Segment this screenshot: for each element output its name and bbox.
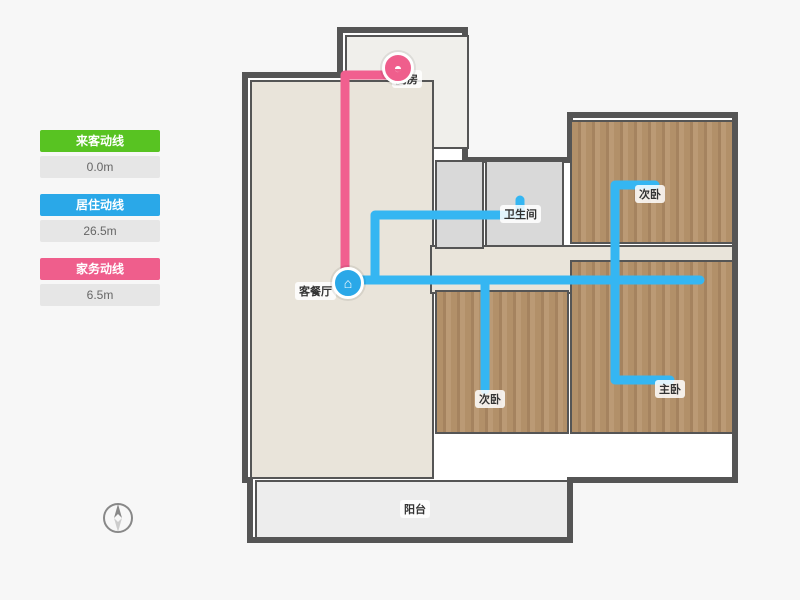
floorplan-stage: 来客动线 0.0m 居住动线 26.5m 家务动线 6.5m xyxy=(0,0,800,600)
room-label: 卫生间 xyxy=(500,205,541,223)
start-node-icon: ⌂ xyxy=(332,267,364,299)
legend-chore: 家务动线 6.5m xyxy=(40,258,160,306)
room-label: 客餐厅 xyxy=(295,282,336,300)
kitchen-node-icon: ◓ xyxy=(382,52,414,84)
legend-living-title: 居住动线 xyxy=(40,194,160,216)
floorplan: 厨房卫生间客餐厅次卧次卧主卧阳台 ⌂ ◓ xyxy=(200,10,760,570)
room-bed_se xyxy=(570,260,734,434)
legend: 来客动线 0.0m 居住动线 26.5m 家务动线 6.5m xyxy=(40,130,160,322)
room-label: 阳台 xyxy=(400,500,430,518)
room-shaft xyxy=(435,160,484,249)
room-bed_sw xyxy=(435,290,569,434)
legend-living-value: 26.5m xyxy=(40,220,160,242)
legend-chore-value: 6.5m xyxy=(40,284,160,306)
legend-guest: 来客动线 0.0m xyxy=(40,130,160,178)
legend-living: 居住动线 26.5m xyxy=(40,194,160,242)
legend-chore-title: 家务动线 xyxy=(40,258,160,280)
legend-guest-value: 0.0m xyxy=(40,156,160,178)
room-label: 主卧 xyxy=(655,380,685,398)
room-label: 次卧 xyxy=(635,185,665,203)
room-bed_ne xyxy=(570,120,734,244)
legend-guest-title: 来客动线 xyxy=(40,130,160,152)
room-label: 次卧 xyxy=(475,390,505,408)
compass-icon xyxy=(100,500,136,536)
